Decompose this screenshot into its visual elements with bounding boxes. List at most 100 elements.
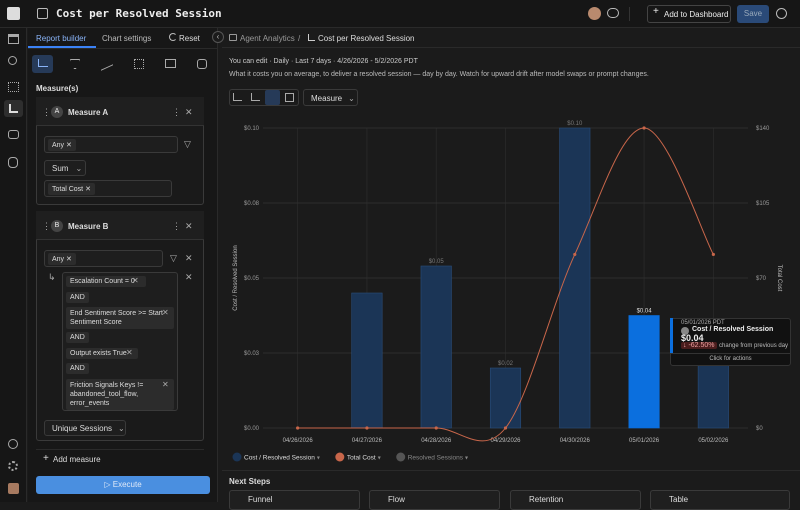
tooltip-series: Cost / Resolved Session xyxy=(692,326,774,333)
aggregation-select[interactable]: Unique Sessions ⌄ xyxy=(44,420,126,436)
measure-badge: A xyxy=(51,106,63,118)
folder-icon xyxy=(229,34,237,41)
viz-table[interactable] xyxy=(165,59,176,68)
collapse-button[interactable]: ‹ xyxy=(212,31,224,43)
nav-data[interactable] xyxy=(8,157,18,168)
property-chip[interactable]: Total Cost ✕ xyxy=(48,183,95,195)
measure-a-header xyxy=(36,97,204,126)
legend-label: Cost / Resolved Session xyxy=(244,455,315,462)
tooltip-accent xyxy=(670,318,673,353)
link-icon[interactable] xyxy=(607,8,619,18)
nav-reports[interactable] xyxy=(9,104,18,113)
bar-value-label: $0.05 xyxy=(429,259,445,265)
measure-name: Measure A xyxy=(68,108,109,117)
condition[interactable]: End Sentiment Score >= Start Sentiment S… xyxy=(66,307,174,329)
add-to-dashboard-button[interactable]: Add to Dashboard xyxy=(647,5,731,23)
nav-home[interactable] xyxy=(8,34,19,44)
line xyxy=(297,127,714,442)
nav-reports-active[interactable] xyxy=(4,100,23,117)
remove-measure[interactable]: ✕ xyxy=(185,221,193,231)
next-step-card[interactable]: Flow xyxy=(369,490,500,510)
add-measure-button[interactable]: Add measure xyxy=(53,455,101,464)
card-label: Retention xyxy=(529,495,564,504)
save-button[interactable]: Save xyxy=(737,5,769,23)
line-point xyxy=(434,426,438,430)
chart-type-toggle xyxy=(229,89,299,106)
execute-button[interactable]: ▷ Execute xyxy=(36,476,210,494)
and-chip: AND xyxy=(66,363,89,374)
line-chart-button[interactable] xyxy=(233,93,242,101)
report-icon xyxy=(308,34,315,41)
remove-group[interactable]: ✕ xyxy=(185,272,193,282)
x-tick-label: 04/26/2026 xyxy=(283,438,314,444)
aggregation: Unique Sessions xyxy=(52,424,113,433)
kebab-menu[interactable]: ⋮ xyxy=(172,221,181,231)
legend-label: Resolved Sessions xyxy=(408,455,464,462)
bar xyxy=(420,265,452,429)
filter-icon[interactable]: ▽ xyxy=(184,139,191,149)
branch-arrow: ↳ xyxy=(48,272,56,282)
next-step-card[interactable]: Table xyxy=(650,490,790,510)
filter-chip[interactable]: Any ✕ xyxy=(48,139,76,151)
table-button[interactable] xyxy=(285,93,294,102)
remove-filter[interactable]: ✕ xyxy=(185,253,193,263)
plus-icon: + xyxy=(653,6,659,17)
remove-measure[interactable]: ✕ xyxy=(185,107,193,117)
divider xyxy=(28,48,218,49)
card-label: Table xyxy=(669,495,689,504)
remove-condition[interactable]: ✕ xyxy=(132,276,139,285)
logo[interactable] xyxy=(7,7,20,20)
filter-chip[interactable]: Any ✕ xyxy=(48,253,76,265)
avatar[interactable] xyxy=(588,7,601,20)
viz-insights-active[interactable] xyxy=(32,55,53,73)
yticks-label: $0.05 xyxy=(244,276,260,282)
nav-profile[interactable] xyxy=(8,483,19,494)
reset-button[interactable]: Reset xyxy=(179,34,200,43)
y2ticks-label: $105 xyxy=(756,201,770,207)
legend-label: Total Cost xyxy=(347,455,376,462)
measure-dropdown[interactable]: Measure ⌄ xyxy=(303,89,358,106)
nav-help[interactable] xyxy=(8,439,18,449)
remove-condition[interactable]: ✕ xyxy=(162,380,169,389)
panel-toggle[interactable] xyxy=(37,8,48,19)
nav-flows[interactable] xyxy=(8,130,19,139)
remove-condition[interactable]: ✕ xyxy=(126,348,133,357)
viz-sql[interactable] xyxy=(197,59,207,69)
kebab-menu[interactable]: ⋮ xyxy=(172,107,181,117)
bar-chart-button[interactable] xyxy=(251,93,260,101)
x-tick-label: 04/30/2026 xyxy=(560,438,591,444)
filter-input[interactable] xyxy=(44,136,178,153)
nav-settings[interactable] xyxy=(8,461,18,471)
condition[interactable]: Friction Signals Keys != abandoned_tool_… xyxy=(66,379,174,410)
nav-dashboards[interactable] xyxy=(8,82,19,92)
aggregation-select[interactable]: Sum ⌄ xyxy=(44,160,86,176)
chip-text: Total Cost xyxy=(52,186,84,193)
condition[interactable]: Output exists True xyxy=(66,348,138,359)
nav-search[interactable] xyxy=(8,56,17,65)
legend-swatch xyxy=(335,452,345,462)
viz-retention[interactable] xyxy=(134,59,144,69)
bar-value-label: $0.04 xyxy=(637,309,653,315)
active-tab-indicator xyxy=(28,46,96,48)
breadcrumb-folder[interactable]: Agent Analytics xyxy=(240,34,295,43)
line-point xyxy=(296,426,300,430)
combo-chart-button[interactable] xyxy=(265,90,280,105)
tab-report-builder[interactable]: Report builder xyxy=(36,34,87,43)
remove-condition[interactable]: ✕ xyxy=(162,308,169,317)
drag-handle[interactable]: ⋮ xyxy=(42,107,51,117)
tooltip-value: $0.04 xyxy=(681,333,704,343)
tab-chart-settings[interactable]: Chart settings xyxy=(102,34,152,43)
change-value: -62.50% xyxy=(688,342,715,349)
aggregation: Sum xyxy=(52,164,69,173)
next-step-card[interactable]: Funnel xyxy=(229,490,360,510)
tooltip-action[interactable]: Click for actions xyxy=(671,353,790,365)
filter-icon[interactable]: ▽ xyxy=(170,253,177,263)
tooltip-change: ↓ -62.50% xyxy=(681,342,717,349)
x-tick-label: 04/28/2026 xyxy=(421,438,452,444)
history-icon[interactable] xyxy=(776,8,787,19)
drag-handle[interactable]: ⋮ xyxy=(42,221,51,231)
next-step-card[interactable]: Retention xyxy=(510,490,641,510)
condition[interactable]: Escalation Count = 0 xyxy=(66,276,146,287)
report-info: You can edit · Daily · Last 7 days · 4/2… xyxy=(229,58,418,65)
